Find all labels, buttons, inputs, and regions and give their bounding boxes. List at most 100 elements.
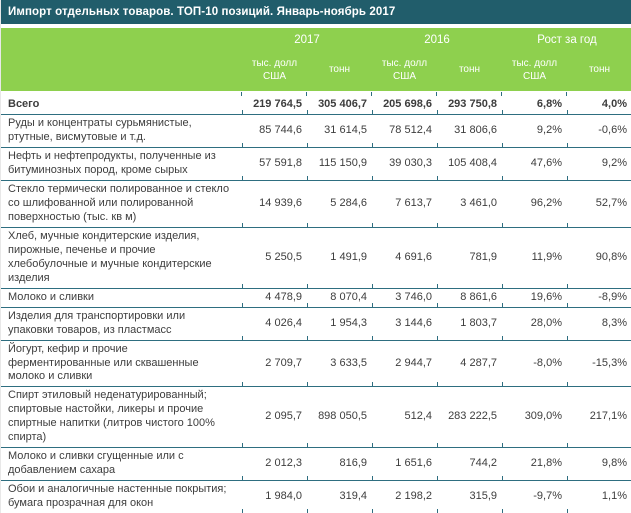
cell-tons-2016: 293 750,8 xyxy=(437,96,502,114)
unit-header-tons-growth: тонн xyxy=(588,64,611,76)
cell-tons-growth: 217,1% xyxy=(567,387,631,448)
cell-usd-2016: 3 746,0 xyxy=(372,289,437,307)
cell-tons-growth: 1,1% xyxy=(567,481,631,513)
column-group-row: 2017 2016 Рост за год xyxy=(1,28,631,50)
unit-header-row: тыс. долл США тонн тыс. долл США тонн ты… xyxy=(1,50,631,91)
cell-tons-growth: -15,3% xyxy=(567,341,631,387)
cell-usd-2017: 1 984,0 xyxy=(242,481,307,513)
cell-tons-growth: 4,0% xyxy=(567,96,631,114)
cell-tons-2017: 5 284,6 xyxy=(307,181,372,227)
cell-tons-growth: 8,3% xyxy=(567,308,631,340)
table-row: Хлеб, мучные кондитерские изделия, пирож… xyxy=(1,228,631,289)
cell-tons-2017: 1 954,3 xyxy=(307,308,372,340)
table-row: Нефть и нефтепродукты, полученные из бит… xyxy=(1,148,631,181)
unit-header-tons-2016: тонн xyxy=(458,64,481,76)
cell-usd-2017: 85 744,6 xyxy=(242,115,307,147)
cell-usd-growth: 96,2% xyxy=(502,181,567,227)
cell-usd-2017: 5 250,5 xyxy=(242,228,307,288)
table-header: 2017 2016 Рост за год тыс. долл США тонн… xyxy=(1,28,631,91)
cell-usd-growth: 47,6% xyxy=(502,148,567,180)
table-row: Молоко и сливки 4 478,9 8 070,4 3 746,0 … xyxy=(1,289,631,308)
table-body: Всего 219 764,5 305 406,7 205 698,6 293 … xyxy=(1,96,631,513)
row-label: Всего xyxy=(8,98,40,110)
name-column-spacer xyxy=(1,50,242,91)
cell-usd-2017: 4 478,9 xyxy=(242,289,307,307)
cell-tons-2017: 305 406,7 xyxy=(307,96,372,114)
cell-usd-growth: 11,9% xyxy=(502,228,567,288)
cell-tons-2017: 898 050,5 xyxy=(307,387,372,448)
unit-header-usd-growth: тыс. долл США xyxy=(511,58,558,82)
cell-tons-2016: 283 222,5 xyxy=(437,387,502,448)
table-row: Изделия для транспортировки или упаковки… xyxy=(1,308,631,341)
unit-header-tons-2017: тонн xyxy=(328,64,351,76)
column-group-growth: Рост за год xyxy=(537,34,597,46)
unit-header-usd-2016: тыс. долл США xyxy=(381,58,428,82)
page-title: Импорт отдельных товаров. ТОП-10 позиций… xyxy=(1,0,631,24)
cell-usd-2017: 2 012,3 xyxy=(242,448,307,481)
row-label: Молоко и сливки xyxy=(8,290,94,303)
cell-tons-2016: 4 287,7 xyxy=(437,341,502,387)
cell-usd-growth: 6,8% xyxy=(502,96,567,114)
cell-usd-2016: 7 613,7 xyxy=(372,181,437,227)
row-label: Обои и аналогичные настенные покрытия; б… xyxy=(8,483,227,510)
cell-tons-2016: 315,9 xyxy=(437,481,502,513)
cell-usd-2017: 2 709,7 xyxy=(242,341,307,387)
table-row: Всего 219 764,5 305 406,7 205 698,6 293 … xyxy=(1,96,631,115)
table-row: Молоко и сливки сгущенные или с добавлен… xyxy=(1,448,631,482)
cell-usd-2017: 4 026,4 xyxy=(242,308,307,340)
row-label: Йогурт, кефир и прочие ферментированные … xyxy=(8,342,199,383)
cell-tons-2016: 105 408,4 xyxy=(437,148,502,180)
table-row: Обои и аналогичные настенные покрытия; б… xyxy=(1,481,631,513)
column-group-2017: 2017 xyxy=(294,34,320,46)
cell-usd-2016: 512,4 xyxy=(372,387,437,448)
cell-usd-growth: 19,6% xyxy=(502,289,567,307)
cell-tons-growth: -8,9% xyxy=(567,289,631,307)
table-row: Стекло термически полированное и стекло … xyxy=(1,181,631,228)
cell-tons-2016: 744,2 xyxy=(437,448,502,481)
cell-tons-2016: 8 861,6 xyxy=(437,289,502,307)
row-label: Руды и концентраты сурьмянистые, ртутные… xyxy=(8,116,192,143)
row-label: Изделия для транспортировки или упаковки… xyxy=(8,309,186,336)
row-label: Нефть и нефтепродукты, полученные из бит… xyxy=(8,149,216,176)
cell-usd-2016: 1 651,6 xyxy=(372,448,437,481)
cell-usd-2017: 14 939,6 xyxy=(242,181,307,227)
cell-usd-growth: -8,0% xyxy=(502,341,567,387)
cell-usd-2017: 2 095,7 xyxy=(242,387,307,448)
cell-usd-2016: 78 512,4 xyxy=(372,115,437,147)
table-row: Руды и концентраты сурьмянистые, ртутные… xyxy=(1,115,631,148)
cell-tons-growth: 9,2% xyxy=(567,148,631,180)
cell-usd-2016: 205 698,6 xyxy=(372,96,437,114)
cell-tons-2017: 31 614,5 xyxy=(307,115,372,147)
cell-tons-2017: 3 633,5 xyxy=(307,341,372,387)
cell-tons-growth: 90,8% xyxy=(567,228,631,288)
cell-usd-2017: 219 764,5 xyxy=(242,96,307,114)
row-label: Молоко и сливки сгущенные или с добавлен… xyxy=(8,450,184,477)
column-group-2016: 2016 xyxy=(424,34,450,46)
cell-tons-2017: 1 491,9 xyxy=(307,228,372,288)
cell-usd-2016: 2 198,2 xyxy=(372,481,437,513)
cell-usd-growth: 21,8% xyxy=(502,448,567,481)
cell-usd-growth: 309,0% xyxy=(502,387,567,448)
row-label: Спирт этиловый неденатурированный; спирт… xyxy=(8,389,215,444)
cell-usd-2017: 57 591,8 xyxy=(242,148,307,180)
cell-tons-2016: 31 806,6 xyxy=(437,115,502,147)
cell-tons-growth: 52,7% xyxy=(567,181,631,227)
cell-tons-2017: 8 070,4 xyxy=(307,289,372,307)
row-label: Стекло термически полированное и стекло … xyxy=(8,182,230,223)
table-row: Спирт этиловый неденатурированный; спирт… xyxy=(1,387,631,449)
cell-usd-2016: 4 691,6 xyxy=(372,228,437,288)
cell-usd-2016: 3 144,6 xyxy=(372,308,437,340)
cell-tons-2017: 319,4 xyxy=(307,481,372,513)
row-label: Хлеб, мучные кондитерские изделия, пирож… xyxy=(8,229,212,284)
cell-usd-2016: 2 944,7 xyxy=(372,341,437,387)
cell-usd-growth: 9,2% xyxy=(502,115,567,147)
cell-tons-2016: 1 803,7 xyxy=(437,308,502,340)
header-gap xyxy=(1,24,631,28)
cell-tons-2016: 781,9 xyxy=(437,228,502,288)
cell-tons-2017: 115 150,9 xyxy=(307,148,372,180)
cell-usd-growth: -9,7% xyxy=(502,481,567,513)
column-tick-strip xyxy=(1,91,631,96)
cell-tons-growth: -0,6% xyxy=(567,115,631,147)
cell-tons-2017: 816,9 xyxy=(307,448,372,481)
